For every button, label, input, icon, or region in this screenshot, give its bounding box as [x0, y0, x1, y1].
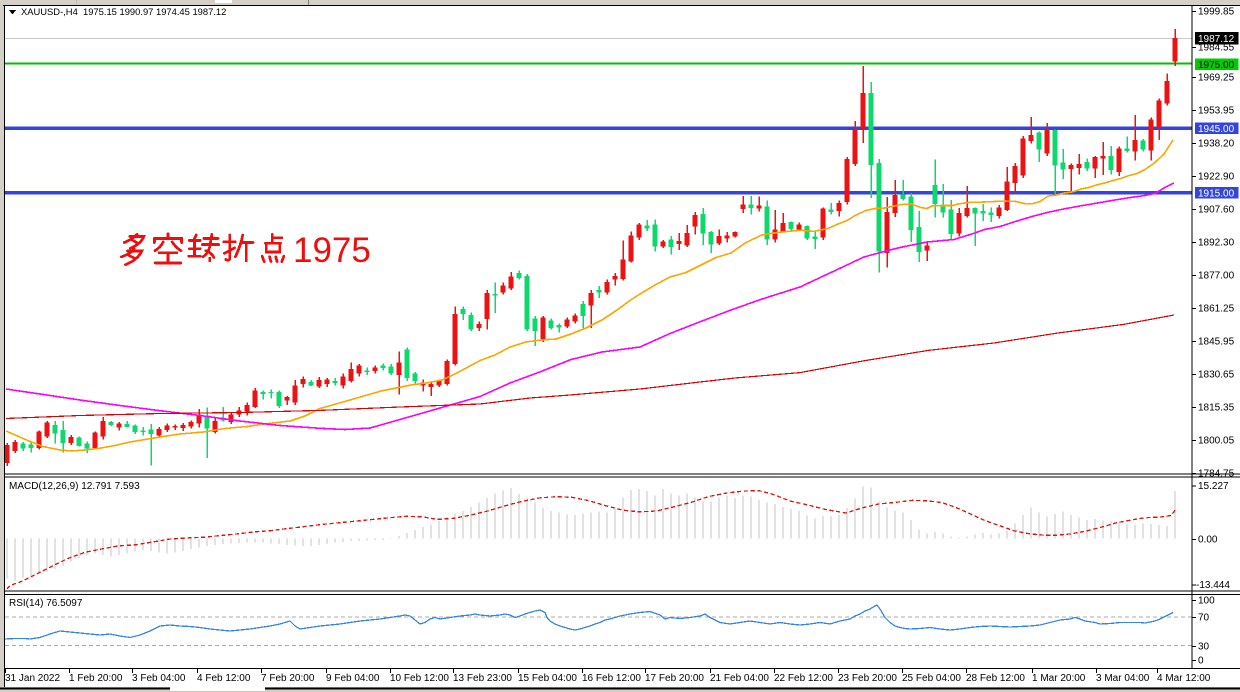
svg-text:1892.30: 1892.30 [1198, 238, 1235, 249]
svg-text:3 Mar 04:00: 3 Mar 04:00 [1096, 673, 1150, 684]
svg-text:31 Jan 2022: 31 Jan 2022 [5, 673, 60, 684]
svg-text:1987.12: 1987.12 [1198, 34, 1235, 45]
svg-text:15.227: 15.227 [1198, 481, 1229, 492]
svg-text:100: 100 [1198, 596, 1215, 607]
svg-text:23 Feb 20:00: 23 Feb 20:00 [838, 673, 897, 684]
svg-text:1975: 1975 [293, 231, 371, 270]
svg-text:16 Feb 12:00: 16 Feb 12:00 [582, 673, 641, 684]
svg-text:30: 30 [1198, 642, 1210, 653]
svg-text:1 Feb 20:00: 1 Feb 20:00 [69, 673, 123, 684]
svg-text:15 Feb 04:00: 15 Feb 04:00 [518, 673, 577, 684]
svg-text:13 Feb 23:00: 13 Feb 23:00 [453, 673, 512, 684]
svg-text:1945.00: 1945.00 [1198, 124, 1235, 135]
svg-text:1984.55: 1984.55 [1198, 43, 1235, 54]
svg-text:25 Feb 04:00: 25 Feb 04:00 [902, 673, 961, 684]
svg-text:0: 0 [1198, 656, 1204, 667]
svg-text:1800.05: 1800.05 [1198, 436, 1235, 447]
svg-text:4 Feb 12:00: 4 Feb 12:00 [197, 673, 251, 684]
svg-text:1815.35: 1815.35 [1198, 403, 1235, 414]
svg-text:21 Feb 04:00: 21 Feb 04:00 [710, 673, 769, 684]
svg-text:9 Feb 04:00: 9 Feb 04:00 [326, 673, 380, 684]
svg-text:1922.90: 1922.90 [1198, 172, 1235, 183]
svg-text:1845.95: 1845.95 [1198, 337, 1235, 348]
svg-text:1907.60: 1907.60 [1198, 205, 1235, 216]
svg-text:17 Feb 20:00: 17 Feb 20:00 [645, 673, 704, 684]
svg-text:7 Feb 20:00: 7 Feb 20:00 [261, 673, 315, 684]
svg-text:1830.65: 1830.65 [1198, 370, 1235, 381]
svg-text:1861.25: 1861.25 [1198, 304, 1235, 315]
svg-text:MACD(12,26,9) 12.791 7.593: MACD(12,26,9) 12.791 7.593 [9, 481, 140, 492]
svg-text:1877.00: 1877.00 [1198, 271, 1235, 282]
svg-text:1 Mar 20:00: 1 Mar 20:00 [1032, 673, 1086, 684]
svg-text:1938.20: 1938.20 [1198, 139, 1235, 150]
svg-text:0.00: 0.00 [1198, 535, 1218, 546]
svg-text:3 Feb 04:00: 3 Feb 04:00 [132, 673, 186, 684]
svg-text:1953.95: 1953.95 [1198, 106, 1235, 117]
svg-text:1784.75: 1784.75 [1198, 469, 1235, 480]
svg-text:XAUUSD-,H4 1975.15 1990.97 19: XAUUSD-,H4 1975.15 1990.97 1974.45 1987.… [21, 6, 226, 17]
svg-text:28 Feb 12:00: 28 Feb 12:00 [966, 673, 1025, 684]
svg-text:10 Feb 12:00: 10 Feb 12:00 [390, 673, 449, 684]
svg-text:70: 70 [1198, 613, 1210, 624]
svg-text:22 Feb 12:00: 22 Feb 12:00 [774, 673, 833, 684]
svg-text:RSI(14) 76.5097: RSI(14) 76.5097 [9, 598, 83, 609]
svg-text:1915.00: 1915.00 [1198, 188, 1235, 199]
svg-text:-13.444: -13.444 [1196, 580, 1230, 591]
svg-text:1975.00: 1975.00 [1198, 60, 1235, 71]
svg-text:4 Mar 12:00: 4 Mar 12:00 [1157, 673, 1211, 684]
svg-text:1999.85: 1999.85 [1198, 7, 1235, 18]
svg-text:1969.25: 1969.25 [1198, 73, 1235, 84]
